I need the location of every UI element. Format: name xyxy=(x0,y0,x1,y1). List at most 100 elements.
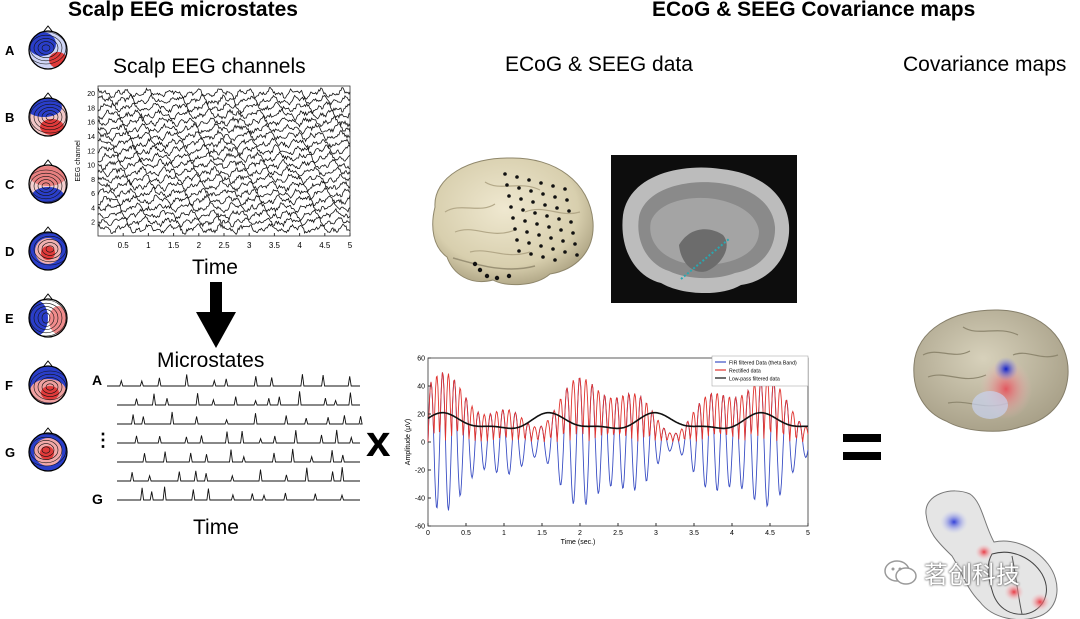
amp-y-tick-label: 40 xyxy=(417,384,425,391)
ecog-electrode-dot xyxy=(509,205,513,209)
ecog-electrode-dot xyxy=(515,238,519,242)
ecog-electrode-dot xyxy=(573,242,577,246)
topomap-g: G xyxy=(5,427,68,472)
eeg-channel-trace xyxy=(97,129,351,143)
microstate-trace xyxy=(117,391,360,406)
topomap-f: F xyxy=(5,360,68,405)
ecog-electrode-dot xyxy=(545,214,549,218)
ecog-electrode-dot xyxy=(506,273,512,279)
legend-entry: Low-pass filtered data xyxy=(729,377,780,383)
eeg-channel-trace xyxy=(97,100,351,114)
eeg-channel-trace xyxy=(97,172,351,186)
ecog-electrode-dot xyxy=(494,275,500,281)
ecog-electrode-dot xyxy=(543,203,547,207)
series-rectified xyxy=(427,372,809,444)
watermark-text: 茗创科技 xyxy=(924,561,1020,589)
amplitude-plot: 0 0.5 1 1.5 2 2.5 3 3.5 4 4.5 5 60 40 20 0 -20 -40 -60 Tim… xyxy=(405,355,810,547)
topomap-column: A B C D E F G xyxy=(0,20,80,480)
down-arrow-icon xyxy=(196,282,236,348)
eeg-x-tick-label: 5 xyxy=(348,241,352,250)
topomap-e: E xyxy=(5,293,68,338)
ecog-electrode-dot xyxy=(561,239,565,243)
amp-x-tick-label: 5 xyxy=(806,530,810,537)
microstate-trace xyxy=(117,429,360,444)
ecog-electrode-dot xyxy=(529,189,533,193)
ecog-electrode-dot xyxy=(511,216,515,220)
wechat-icon xyxy=(884,559,917,585)
amp-y-tick-label: 20 xyxy=(417,412,425,419)
eeg-x-tick-label: 2.5 xyxy=(218,241,230,250)
equals-operator xyxy=(843,434,881,460)
seeg-mri-slice xyxy=(611,155,797,303)
eeg-channel-trace xyxy=(97,186,351,200)
topomap-b: B xyxy=(5,92,68,137)
ecog-electrode-dot xyxy=(575,253,579,257)
amp-x-tick-label: 2.5 xyxy=(613,530,623,537)
eeg-channel-trace xyxy=(97,93,351,107)
ecog-electrode-dot xyxy=(569,220,573,224)
eeg-y-tick-label: 8 xyxy=(91,177,95,184)
microstate-trace xyxy=(117,448,360,463)
amp-x-tick-label: 2 xyxy=(578,530,582,537)
topomap-letter: D xyxy=(5,244,14,259)
ecog-electrode-dot xyxy=(549,236,553,240)
eeg-channel-trace xyxy=(97,143,351,158)
eeg-x-tick-label: 4.5 xyxy=(319,241,331,250)
cov-maps-subtitle: Covariance maps xyxy=(903,53,1067,76)
ecog-electrode-dot xyxy=(557,217,561,221)
eeg-channel-trace xyxy=(97,115,351,128)
topomap-letter: C xyxy=(5,177,15,192)
ecog-electrode-dot xyxy=(563,250,567,254)
topomap-letter: F xyxy=(5,378,13,393)
eeg-x-tick-label: 2 xyxy=(197,241,202,250)
ecog-electrode-dot xyxy=(527,241,531,245)
ecog-electrode-dot xyxy=(523,219,527,223)
ecog-electrode-dot xyxy=(519,197,523,201)
amp-x-tick-label: 3.5 xyxy=(689,530,699,537)
eeg-channel-trace xyxy=(97,108,351,121)
ecog-electrode-dot xyxy=(503,172,507,176)
amp-y-tick-label: 60 xyxy=(417,356,425,363)
watermark: 茗创科技 xyxy=(884,555,1020,590)
legend-entry: FIR filtered Data (theta Band) xyxy=(729,361,797,367)
topomap-letter: B xyxy=(5,110,14,125)
covariance-depth-render xyxy=(925,490,1058,619)
eeg-y-tick-label: 10 xyxy=(87,163,95,170)
ecog-electrode-dot xyxy=(571,231,575,235)
amp-legend xyxy=(711,355,809,387)
topomap-a: A xyxy=(5,25,68,70)
ecog-electrode-dot xyxy=(565,198,569,202)
eeg-channel-trace xyxy=(97,201,351,214)
ecog-electrode-dot xyxy=(521,208,525,212)
eeg-x-tick-label: 1.5 xyxy=(168,241,180,250)
eeg-x-tick-label: 0.5 xyxy=(118,241,130,250)
amp-y-tick-label: -40 xyxy=(415,496,425,503)
ecog-electrode-dot xyxy=(551,247,555,251)
eeg-y-tick-label: 20 xyxy=(87,91,95,98)
ecog-electrode-dot xyxy=(525,230,529,234)
ecog-electrode-dot xyxy=(567,209,571,213)
right-title: ECoG & SEEG Covariance maps xyxy=(652,0,976,21)
eeg-channels-subtitle: Scalp EEG channels xyxy=(113,55,306,78)
eeg-channel-trace xyxy=(97,87,351,100)
ecog-electrode-dot xyxy=(513,227,517,231)
ecog-electrode-dot xyxy=(563,187,567,191)
eeg-channel-plot: 0.5 1 1.5 2 2.5 3 3.5 4 4.5 5 2 4 6 8 10 12 14 16 18 20 EEG … xyxy=(75,85,352,250)
amp-y-axis-label: Amplitude (μV) xyxy=(405,419,412,465)
time-label-top: Time xyxy=(192,256,238,279)
ecog-electrode-dot xyxy=(472,261,478,267)
eeg-x-tick-label: 1 xyxy=(146,241,151,250)
amp-y-tick-label: -60 xyxy=(415,524,425,531)
amp-x-tick-label: 3 xyxy=(654,530,658,537)
time-label-bottom: Time xyxy=(193,516,239,539)
microstate-trace-ellipsis: ⋮ xyxy=(94,430,112,450)
amp-x-tick-label: 4 xyxy=(730,530,734,537)
ecog-electrode-dot xyxy=(541,255,545,259)
topomap-c: C xyxy=(5,159,68,204)
eeg-channel-trace xyxy=(97,180,351,194)
amp-x-tick-label: 4.5 xyxy=(765,530,775,537)
eeg-channel-trace xyxy=(97,222,351,235)
microstate-trace xyxy=(117,486,360,501)
ecog-electrode-dot xyxy=(555,206,559,210)
ecog-electrode-dot xyxy=(539,244,543,248)
